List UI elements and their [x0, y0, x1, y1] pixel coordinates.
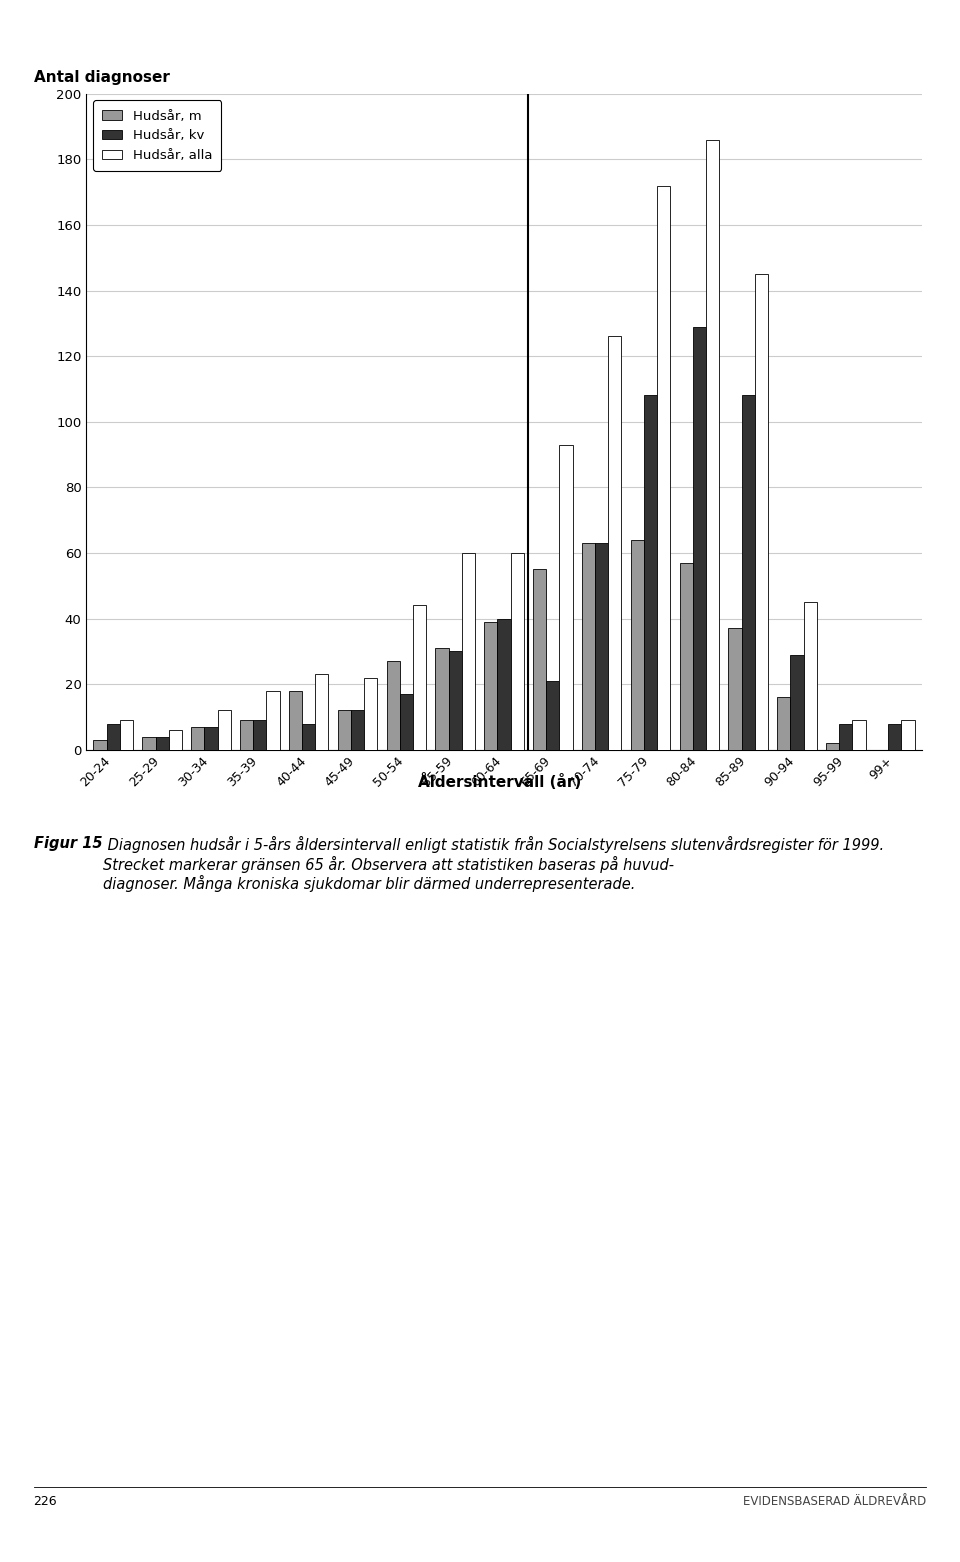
Bar [497, 619, 511, 750]
Bar [338, 711, 351, 750]
Bar [289, 690, 302, 750]
Bar [680, 562, 693, 750]
Bar [778, 697, 790, 750]
Bar [436, 648, 448, 750]
Bar [484, 622, 497, 750]
Bar [413, 606, 426, 750]
Bar [142, 737, 156, 750]
Bar [107, 723, 120, 750]
Bar [253, 720, 266, 750]
Bar [351, 711, 364, 750]
Bar [533, 569, 546, 750]
Bar [546, 681, 560, 750]
Bar [364, 678, 377, 750]
Text: Figur 15: Figur 15 [34, 836, 102, 851]
Bar [93, 740, 107, 750]
Bar [755, 275, 768, 750]
Bar [315, 675, 328, 750]
Bar [595, 544, 609, 750]
Bar [511, 553, 524, 750]
Bar [448, 651, 462, 750]
Bar [266, 690, 279, 750]
Bar [888, 723, 901, 750]
Bar [790, 654, 804, 750]
Text: Åldersintervall (år): Åldersintervall (år) [418, 773, 581, 790]
Bar [609, 336, 621, 750]
Bar [302, 723, 315, 750]
Bar [218, 711, 230, 750]
Bar [582, 544, 595, 750]
Bar [191, 726, 204, 750]
Bar [827, 744, 839, 750]
Bar [560, 445, 572, 750]
Bar [901, 720, 915, 750]
Text: Antal diagnoser: Antal diagnoser [34, 70, 170, 86]
Bar [631, 540, 644, 750]
Bar [644, 395, 657, 750]
Bar [706, 139, 719, 750]
Bar [839, 723, 852, 750]
Bar [240, 720, 253, 750]
Text: EVIDENSBASERAD ÄLDREVÅRD: EVIDENSBASERAD ÄLDREVÅRD [743, 1495, 926, 1507]
Legend: Hudsår, m, Hudsår, kv, Hudsår, alla: Hudsår, m, Hudsår, kv, Hudsår, alla [93, 100, 222, 170]
Bar [156, 737, 169, 750]
Bar [804, 603, 817, 750]
Bar [204, 726, 218, 750]
Bar [657, 186, 670, 750]
Bar [852, 720, 866, 750]
Bar [120, 720, 133, 750]
Bar [729, 628, 742, 750]
Bar [693, 326, 706, 750]
Text: 226: 226 [34, 1495, 58, 1507]
Bar [387, 661, 399, 750]
Bar [399, 694, 413, 750]
Bar [169, 729, 181, 750]
Bar [742, 395, 755, 750]
Bar [462, 553, 475, 750]
Text: Diagnosen hudsår i 5-års åldersintervall enligt statistik från Socialstyrelsens : Diagnosen hudsår i 5-års åldersintervall… [103, 836, 884, 892]
